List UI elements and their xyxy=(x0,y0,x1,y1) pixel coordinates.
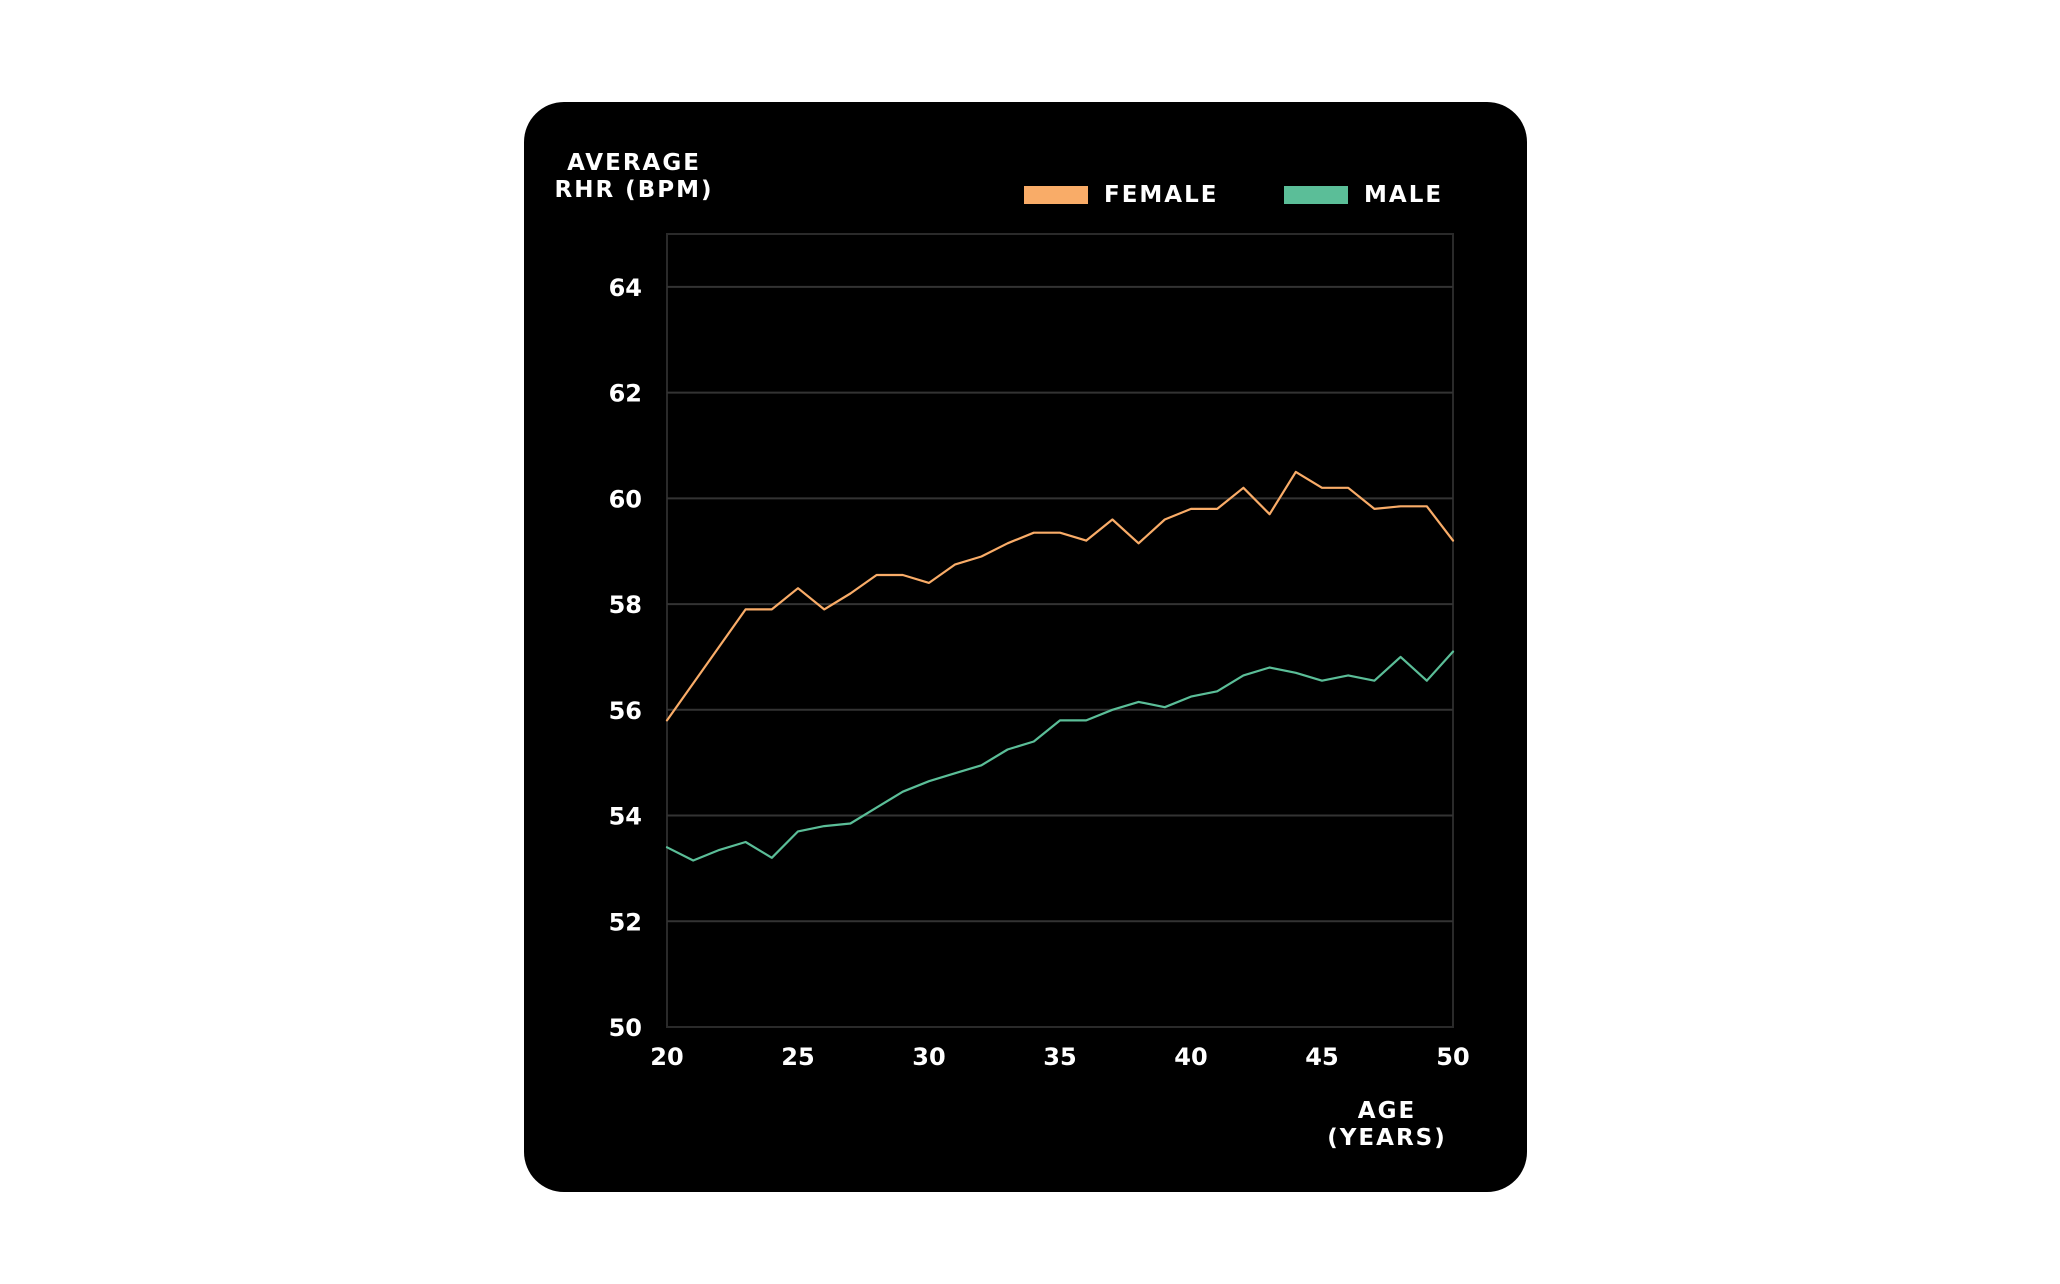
y-tick-label-64: 64 xyxy=(609,274,642,302)
x-tick-label-45: 45 xyxy=(1305,1043,1338,1071)
plot-frame xyxy=(666,233,1454,1028)
line-chart: 50 52 54 56 58 60 62 64 20 25 30 35 40 45 50 xyxy=(609,233,1470,1071)
y-tick-label-62: 62 xyxy=(609,380,642,408)
x-tick-label-35: 35 xyxy=(1043,1043,1076,1071)
y-tick-label-56: 56 xyxy=(609,697,642,725)
x-tick-label-50: 50 xyxy=(1436,1043,1469,1071)
legend-item-female: FEMALE xyxy=(1024,180,1218,210)
legend-swatch-female xyxy=(1024,186,1088,204)
x-axis-label: AGE (YEARS) xyxy=(1327,1098,1447,1151)
y-tick-label-50: 50 xyxy=(609,1014,642,1042)
legend-label-female: FEMALE xyxy=(1104,182,1219,208)
y-tick-label-60: 60 xyxy=(609,485,642,513)
legend-item-male: MALE xyxy=(1284,180,1443,210)
x-tick-label-30: 30 xyxy=(912,1043,945,1071)
y-tick-label-54: 54 xyxy=(609,803,642,831)
legend-swatch-male xyxy=(1284,186,1348,204)
x-tick-label-40: 40 xyxy=(1174,1043,1207,1071)
chart-card: AVERAGE RHR (BPM) FEMALE MALE 50 52 54 56 58… xyxy=(524,102,1527,1192)
series-line-female xyxy=(665,470,1455,722)
x-tick-label-25: 25 xyxy=(781,1043,814,1071)
y-axis-label: AVERAGE RHR (BPM) xyxy=(554,150,714,203)
x-tick-label-20: 20 xyxy=(650,1043,683,1071)
legend-label-male: MALE xyxy=(1364,182,1444,208)
y-tick-label-58: 58 xyxy=(609,591,642,619)
series-line-male xyxy=(665,650,1455,862)
y-tick-label-52: 52 xyxy=(609,908,642,936)
